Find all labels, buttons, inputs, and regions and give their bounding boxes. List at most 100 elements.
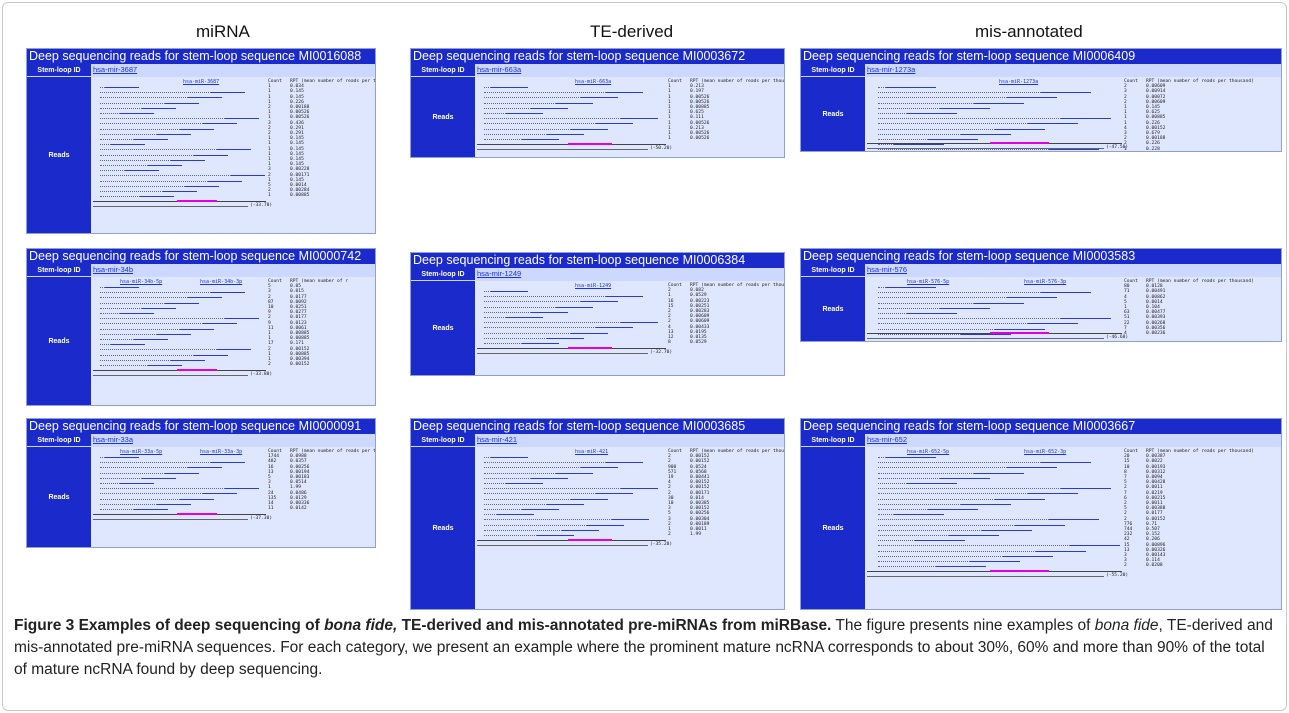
sequencing-read [105, 87, 139, 88]
stem-loop-id-link[interactable]: hsa-mir-652 [867, 435, 908, 444]
read-gap [484, 306, 556, 309]
stem-loop-id-link[interactable]: hsa-mir-576 [867, 265, 908, 274]
read-gap [100, 493, 203, 495]
read-gap [100, 509, 134, 511]
stem-loop-id-link[interactable]: hsa-mir-663a [477, 65, 522, 74]
read-gap [100, 462, 211, 464]
read-gap [878, 287, 886, 289]
read-gap [100, 333, 157, 336]
sequencing-read [995, 328, 1045, 330]
read-gap [878, 509, 928, 511]
sequencing-read [125, 170, 159, 172]
sequencing-read [506, 113, 543, 114]
sequencing-read [940, 307, 990, 309]
read-gap [100, 477, 142, 480]
mature-mirna-link[interactable]: hsa-miR-652-5p [907, 449, 950, 455]
read-gap [100, 191, 163, 193]
sequencing-read [1041, 292, 1091, 294]
mature-mirna-link[interactable]: hsa-miR-576-5p [907, 279, 950, 285]
read-gap [100, 139, 134, 141]
sequencing-read [171, 359, 205, 361]
read-gap [100, 149, 217, 151]
sequencing-read [974, 302, 1024, 304]
sequencing-read [961, 133, 1011, 135]
folding-energy: (-50.20) [650, 146, 673, 152]
sequencing-read [140, 196, 174, 198]
sequencing-read [547, 337, 584, 339]
mature-mirna-link[interactable]: hsa-miR-33a-5p [120, 449, 163, 455]
sequencing-read [531, 107, 568, 109]
read-gap [878, 133, 961, 136]
folding-energy: (-47.50) [1106, 145, 1129, 150]
mature-mirna-link[interactable]: hsa-miR-421 [575, 449, 609, 455]
read-gap [878, 313, 907, 315]
figure-caption: Figure 3 Examples of deep sequencing of … [14, 615, 1274, 681]
sequencing-read [522, 343, 559, 344]
mature-mirna-link[interactable]: hsa-miR-652-3p [1024, 449, 1067, 455]
secondary-structure [477, 149, 648, 151]
read-gap [484, 529, 562, 532]
sequencing-read [203, 493, 237, 495]
sequencing-panel: Deep sequencing reads for stem-loop sequ… [410, 252, 785, 376]
read-gap [100, 354, 194, 357]
read-gap [484, 524, 587, 527]
sequencing-read [587, 524, 624, 526]
mature-highlight [177, 369, 217, 372]
mature-highlight [568, 143, 612, 146]
mature-mirna-link[interactable]: hsa-miR-34b-3p [200, 279, 243, 285]
read-gap [484, 128, 571, 131]
stem-loop-id-link[interactable]: hsa-mir-33a [93, 435, 134, 444]
read-gap [484, 514, 497, 516]
sequencing-read [907, 313, 957, 314]
read-gap [484, 457, 491, 459]
read-gap [484, 97, 581, 99]
sequencing-read [1070, 545, 1120, 547]
sequencing-read [180, 328, 214, 330]
sequencing-read [217, 349, 251, 351]
secondary-structure [477, 353, 648, 355]
sequencing-read [134, 339, 168, 340]
reads-alignment: hsa-miR-652-5p hsa-miR-652-3p Count 20 15 … [865, 447, 1281, 609]
read-gap [878, 535, 949, 537]
read-gap [878, 498, 995, 501]
stem-loop-id-link[interactable]: hsa-mir-3687 [93, 65, 138, 74]
read-gap [878, 514, 894, 516]
stem-loop-label: Stem-loop ID [411, 64, 475, 76]
stem-loop-id-link[interactable]: hsa-mir-34b [93, 265, 134, 274]
read-gap [484, 493, 596, 495]
mature-highlight [177, 200, 217, 203]
sequencing-read [581, 97, 618, 99]
sequencing-read [995, 498, 1045, 500]
read-gap [484, 472, 556, 475]
mature-mirna-link[interactable]: hsa-miR-3687 [183, 79, 220, 85]
read-gap [878, 488, 1061, 490]
sequencing-read [621, 488, 658, 490]
mature-mirna-link[interactable]: hsa-miR-34b-5p [120, 279, 163, 285]
stem-loop-id-link[interactable]: hsa-mir-1273a [867, 65, 916, 74]
secondary-structure [93, 519, 248, 521]
read-gap [878, 102, 974, 105]
caption-bold-prefix: Figure 3 Examples of deep sequencing of [14, 617, 325, 634]
reads-alignment: hsa-miR-663a Count 1 1 1 1 1 1 1 1 1 1 1 R… [475, 77, 784, 157]
mature-mirna-link[interactable]: hsa-miR-1273a [999, 79, 1039, 85]
sequencing-read [596, 327, 633, 329]
read-gap [878, 149, 1049, 151]
read-gap [484, 332, 571, 335]
mature-mirna-link[interactable]: hsa-miR-33a-3p [200, 449, 243, 455]
stem-loop-id-link[interactable]: hsa-mir-421 [477, 435, 518, 444]
stem-loop-label: Stem-loop ID [801, 64, 865, 76]
reads-alignment: hsa-miR-576-5p hsa-miR-576-3p Count 80 71 … [865, 277, 1281, 341]
read-gap [878, 467, 1007, 469]
sequencing-read [1061, 488, 1111, 490]
mature-highlight [568, 539, 612, 542]
mature-mirna-link[interactable]: hsa-miR-663a [575, 79, 612, 85]
sequencing-panel: Deep sequencing reads for stem-loop sequ… [800, 418, 1282, 610]
mature-mirna-link[interactable]: hsa-miR-576-3p [1024, 279, 1067, 285]
read-gap [878, 107, 940, 110]
stem-loop-id-link[interactable]: hsa-mir-1249 [477, 269, 522, 278]
mature-mirna-link[interactable]: hsa-miR-1249 [575, 283, 612, 289]
read-gap [100, 297, 188, 299]
read-gap [878, 457, 886, 459]
sequencing-read [547, 133, 584, 135]
sequencing-read [188, 97, 222, 99]
